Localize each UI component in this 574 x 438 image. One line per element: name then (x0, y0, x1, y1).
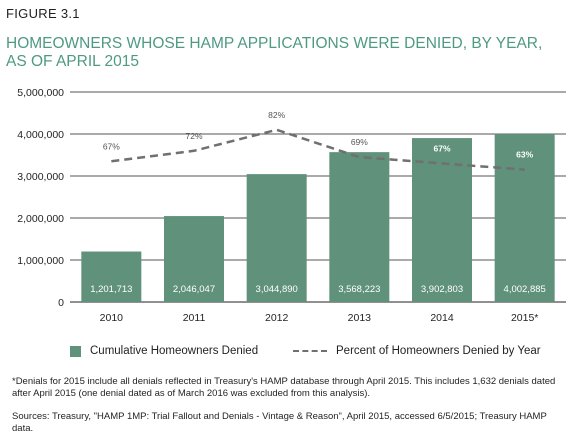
chart-title: HOMEOWNERS WHOSE HAMP APPLICATIONS WERE … (6, 35, 543, 70)
bar-value-label: 4,002,885 (504, 284, 546, 295)
y-tick-label: 1,000,000 (17, 255, 64, 267)
percent-label: 69% (351, 137, 368, 147)
sources-note: Sources: Treasury, "HAMP 1MP: Trial Fall… (12, 411, 547, 434)
bar-value-label: 3,044,890 (256, 284, 298, 295)
bar-value-label: 3,902,803 (421, 284, 463, 295)
x-tick-label: 2013 (348, 312, 372, 324)
bar (81, 251, 142, 302)
x-tick-label: 2012 (265, 312, 289, 324)
legend-swatch-bars (70, 345, 81, 357)
x-tick-label: 2011 (183, 312, 206, 324)
legend-item-bars: Cumulative Homeowners Denied (70, 345, 258, 357)
legend-label-line: Percent of Homeowners Denied by Year (336, 345, 541, 357)
figure-label: FIGURE 3.1 (6, 6, 80, 21)
footnote: *Denials for 2015 include all denials re… (12, 376, 556, 399)
y-tick-label: 0 (58, 297, 64, 309)
legend-label-bars: Cumulative Homeowners Denied (90, 345, 259, 357)
y-tick-label: 2,000,000 (17, 213, 64, 225)
bar (329, 152, 390, 302)
bar (494, 133, 555, 302)
percent-label: 67% (433, 143, 450, 153)
bar (164, 216, 224, 302)
x-tick-label: 2015* (511, 312, 538, 324)
legend-swatch-line (293, 350, 327, 352)
percent-label: 63% (516, 150, 533, 160)
bar-value-label: 3,568,223 (338, 284, 380, 295)
percent-label: 72% (185, 131, 202, 141)
bar-value-label: 2,046,047 (173, 284, 215, 295)
y-tick-label: 5,000,000 (17, 87, 64, 99)
y-tick-label: 3,000,000 (17, 171, 64, 183)
x-tick-label: 2014 (430, 312, 454, 324)
legend-item-line: Percent of Homeowners Denied by Year (293, 345, 541, 357)
bar (246, 174, 307, 302)
bar-value-label: 1,201,713 (90, 284, 132, 295)
percent-line (111, 128, 525, 171)
x-tick-label: 2010 (100, 312, 124, 324)
percent-label: 67% (103, 141, 120, 151)
y-tick-label: 4,000,000 (17, 129, 64, 141)
percent-label: 82% (268, 110, 285, 120)
